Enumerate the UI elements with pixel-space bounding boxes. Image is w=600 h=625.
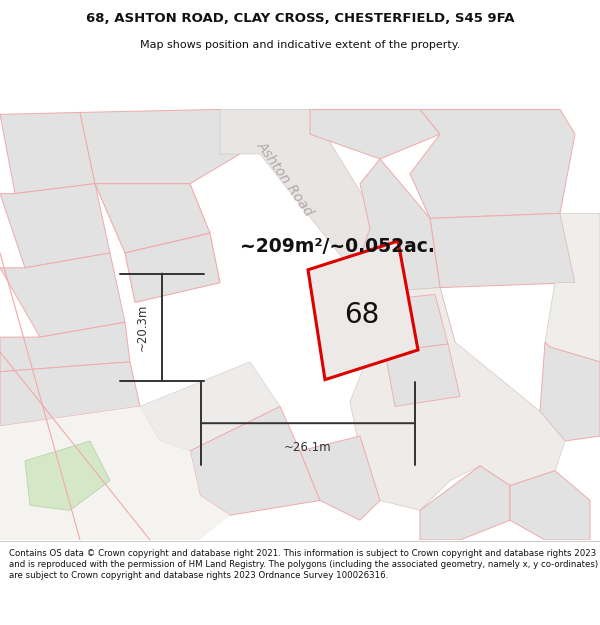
Text: 68, ASHTON ROAD, CLAY CROSS, CHESTERFIELD, S45 9FA: 68, ASHTON ROAD, CLAY CROSS, CHESTERFIEL… [86, 12, 514, 25]
Polygon shape [300, 436, 380, 520]
Polygon shape [308, 241, 418, 379]
Polygon shape [25, 441, 110, 510]
Polygon shape [0, 184, 110, 268]
Polygon shape [80, 109, 240, 184]
Polygon shape [0, 112, 95, 194]
Polygon shape [350, 159, 440, 308]
Polygon shape [380, 288, 455, 357]
Polygon shape [0, 322, 130, 372]
Text: ~26.1m: ~26.1m [284, 441, 332, 454]
Text: Ashton Road: Ashton Road [254, 139, 316, 219]
Polygon shape [0, 406, 230, 540]
Polygon shape [350, 288, 565, 510]
Text: ~20.3m: ~20.3m [136, 304, 149, 351]
Polygon shape [375, 294, 448, 352]
Polygon shape [385, 344, 460, 406]
Polygon shape [220, 109, 410, 292]
Text: Contains OS data © Crown copyright and database right 2021. This information is : Contains OS data © Crown copyright and d… [9, 549, 598, 581]
Polygon shape [545, 213, 600, 372]
Text: Map shows position and indicative extent of the property.: Map shows position and indicative extent… [140, 39, 460, 49]
Text: 68: 68 [344, 301, 380, 329]
Polygon shape [310, 109, 440, 159]
Polygon shape [190, 406, 320, 515]
Polygon shape [140, 362, 280, 451]
Polygon shape [0, 253, 125, 337]
Polygon shape [400, 406, 490, 471]
Polygon shape [95, 184, 210, 253]
Polygon shape [510, 471, 590, 540]
Text: ~209m²/~0.052ac.: ~209m²/~0.052ac. [240, 236, 435, 256]
Polygon shape [430, 213, 575, 288]
Polygon shape [410, 109, 575, 218]
Polygon shape [540, 342, 600, 441]
Polygon shape [125, 233, 220, 302]
Polygon shape [390, 342, 470, 421]
Polygon shape [420, 466, 510, 540]
Polygon shape [0, 362, 140, 426]
